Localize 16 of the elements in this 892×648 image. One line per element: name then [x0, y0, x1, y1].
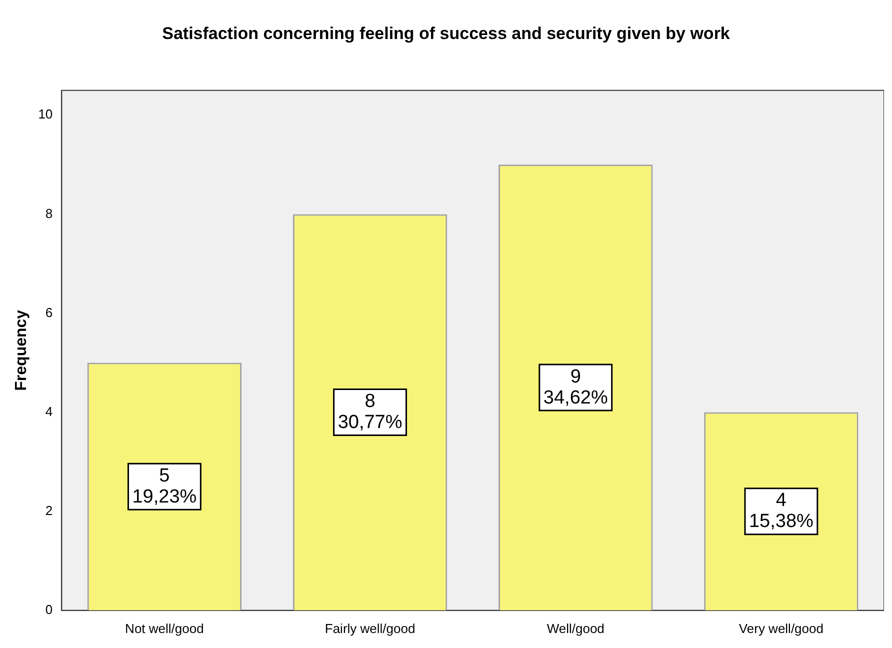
chart-title: Satisfaction concerning feeling of success and security given by work — [162, 24, 730, 43]
data-label: 4 15,38% — [748, 490, 814, 532]
y-tick-label: 2 — [45, 502, 53, 518]
x-tick-label: Not well/good — [125, 620, 204, 636]
y-tick-label: 4 — [45, 404, 53, 419]
data-label: 5 19,23% — [132, 465, 197, 508]
y-tick-label: 6 — [45, 304, 53, 320]
data-label: 8 30,77% — [338, 391, 402, 434]
x-tick-label: Very well/good — [738, 620, 824, 636]
x-tick-label: Well/good — [546, 620, 604, 636]
y-tick-label: 10 — [38, 106, 53, 122]
y-tick-label: 8 — [45, 206, 53, 221]
x-tick-label: Fairly well/good — [324, 620, 416, 636]
data-label: 9 34,62% — [543, 366, 608, 408]
y-tick-label: 0 — [45, 602, 53, 617]
y-axis-title: Frequency — [13, 310, 30, 391]
